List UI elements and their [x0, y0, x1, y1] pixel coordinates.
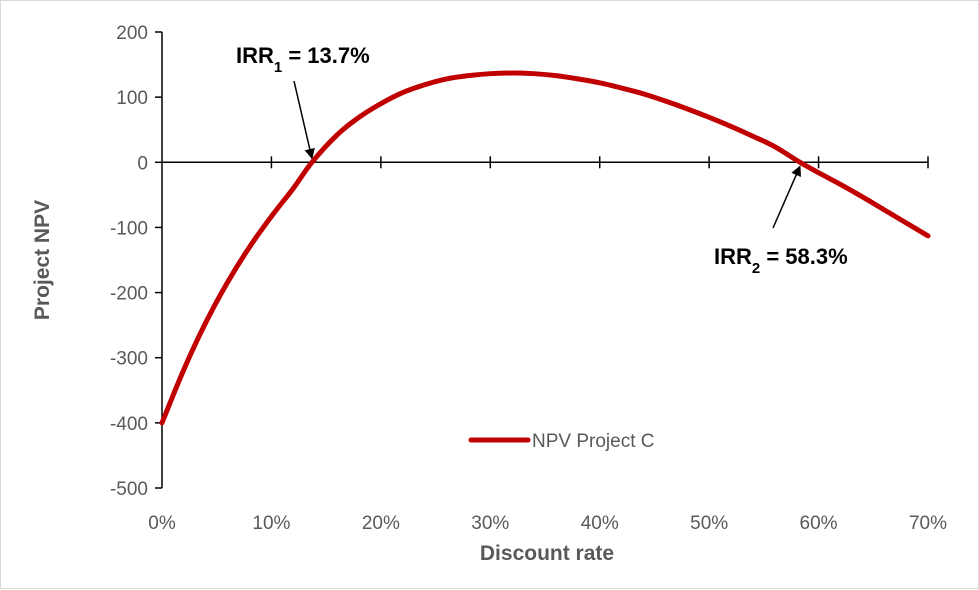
irr-annotation-label: IRR1 = 13.7% — [236, 43, 370, 76]
x-tick-label: 10% — [252, 513, 290, 534]
y-tick-label: 0 — [137, 153, 148, 174]
annotations-group: IRR1 = 13.7% IRR2 = 58.3% — [236, 43, 848, 277]
y-tick-label: -400 — [110, 414, 148, 435]
irr-annotation-label: IRR2 = 58.3% — [714, 244, 848, 277]
irr-annotation-arrow — [293, 80, 315, 160]
y-tick-label: -100 — [110, 218, 148, 239]
legend-group: NPV Project C — [468, 431, 654, 452]
y-axis-title: Project NPV — [31, 200, 54, 320]
x-tick-label: 60% — [800, 513, 838, 534]
x-tick-label: 70% — [909, 513, 947, 534]
series-line-npv-project-c — [159, 70, 931, 426]
y-tick-label: 200 — [116, 23, 148, 44]
x-axis-title: Discount rate — [480, 542, 614, 565]
y-tick-label: -500 — [110, 479, 148, 500]
x-tick-label: 30% — [471, 513, 509, 534]
x-tick-label: 40% — [581, 513, 619, 534]
legend-label: NPV Project C — [532, 431, 654, 452]
y-tick-label: 100 — [116, 88, 148, 109]
irr-annotation-arrow — [772, 165, 801, 229]
x-tick-label: 0% — [148, 513, 176, 534]
series-group — [159, 70, 931, 426]
x-tick-label: 50% — [690, 513, 728, 534]
x-tick-label: 20% — [362, 513, 400, 534]
y-tick-label: -300 — [110, 349, 148, 370]
y-tick-label: -200 — [110, 284, 148, 305]
